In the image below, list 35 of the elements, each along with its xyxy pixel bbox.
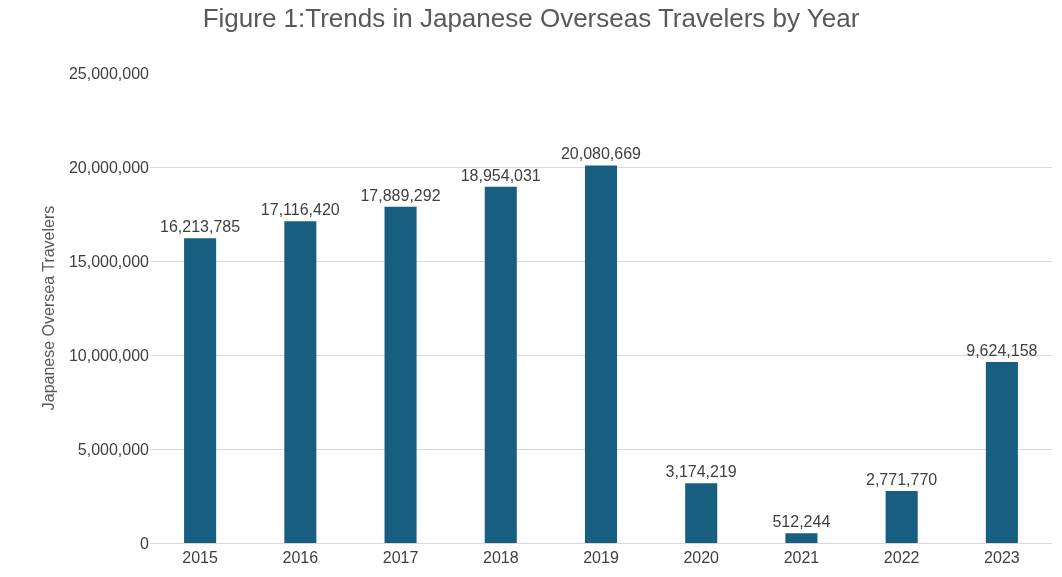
chart-title: Figure 1:Trends in Japanese Overseas Travelers by Year (202, 2, 860, 33)
data-label: 17,116,420 (260, 201, 340, 219)
x-tick-label: 2018 (482, 549, 519, 567)
x-tick-label: 2022 (883, 549, 920, 567)
x-tick-label: 2017 (382, 549, 419, 567)
y-tick-label: 25,000,000 (68, 64, 150, 82)
bar (384, 206, 417, 543)
data-label: 512,244 (772, 513, 831, 531)
data-label: 2,771,770 (866, 470, 938, 488)
x-tick-label: 2015 (182, 549, 219, 567)
bar (284, 221, 317, 543)
y-axis-title: Japanese Oversea Travelers (39, 205, 57, 411)
y-tick-label: 0 (140, 534, 150, 552)
data-label: 17,889,292 (360, 186, 441, 204)
bar (885, 490, 918, 543)
bar (584, 165, 618, 543)
bar (484, 186, 517, 543)
data-label: 20,080,669 (560, 145, 642, 163)
y-tick-label: 10,000,000 (68, 346, 150, 364)
bar (785, 533, 818, 543)
data-label: 18,954,031 (460, 166, 541, 184)
bar (985, 362, 1018, 543)
x-tick-label: 2020 (683, 549, 720, 567)
x-tick-label: 2021 (783, 549, 820, 567)
data-label: 16,213,785 (160, 218, 241, 236)
x-tick-label: 2023 (984, 549, 1020, 567)
y-tick-label: 5,000,000 (77, 440, 150, 458)
x-tick-label: 2016 (282, 549, 319, 567)
bar (685, 483, 718, 543)
bar (184, 238, 217, 543)
data-label: 3,174,219 (665, 463, 737, 481)
data-label: 9,624,158 (966, 342, 1038, 360)
y-tick-label: 20,000,000 (68, 158, 150, 176)
y-tick-label: 15,000,000 (68, 252, 150, 270)
x-tick-label: 2019 (583, 549, 619, 567)
